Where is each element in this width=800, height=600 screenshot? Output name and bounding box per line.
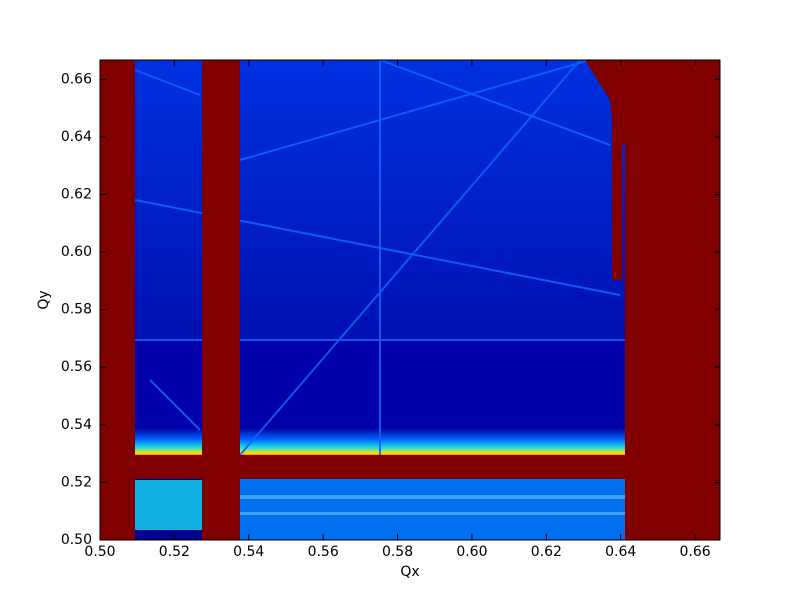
x-tick-label: 0.56 <box>308 544 339 560</box>
y-tick-label: 0.52 <box>61 474 92 490</box>
y-tick-label: 0.50 <box>61 532 92 548</box>
x-tick-label: 0.58 <box>382 544 413 560</box>
y-tick-label: 0.60 <box>61 244 92 260</box>
x-axis-label: Qx <box>400 564 419 580</box>
y-tick-label: 0.66 <box>61 71 92 87</box>
x-tick-label: 0.50 <box>84 544 115 560</box>
x-tick-label: 0.52 <box>159 544 190 560</box>
y-tick-label: 0.62 <box>61 186 92 202</box>
y-tick-label: 0.64 <box>61 129 92 145</box>
heatmap <box>100 59 720 540</box>
x-tick-label: 0.60 <box>456 544 487 560</box>
y-axis-label: Qy <box>36 290 52 309</box>
plot-frame <box>99 59 721 541</box>
y-tick-label: 0.54 <box>61 417 92 433</box>
x-tick-label: 0.62 <box>531 544 562 560</box>
y-tick-label: 0.58 <box>61 302 92 318</box>
x-tick-label: 0.54 <box>233 544 264 560</box>
y-tick-label: 0.56 <box>61 359 92 375</box>
x-tick-label: 0.66 <box>679 544 710 560</box>
x-tick-label: 0.64 <box>605 544 636 560</box>
